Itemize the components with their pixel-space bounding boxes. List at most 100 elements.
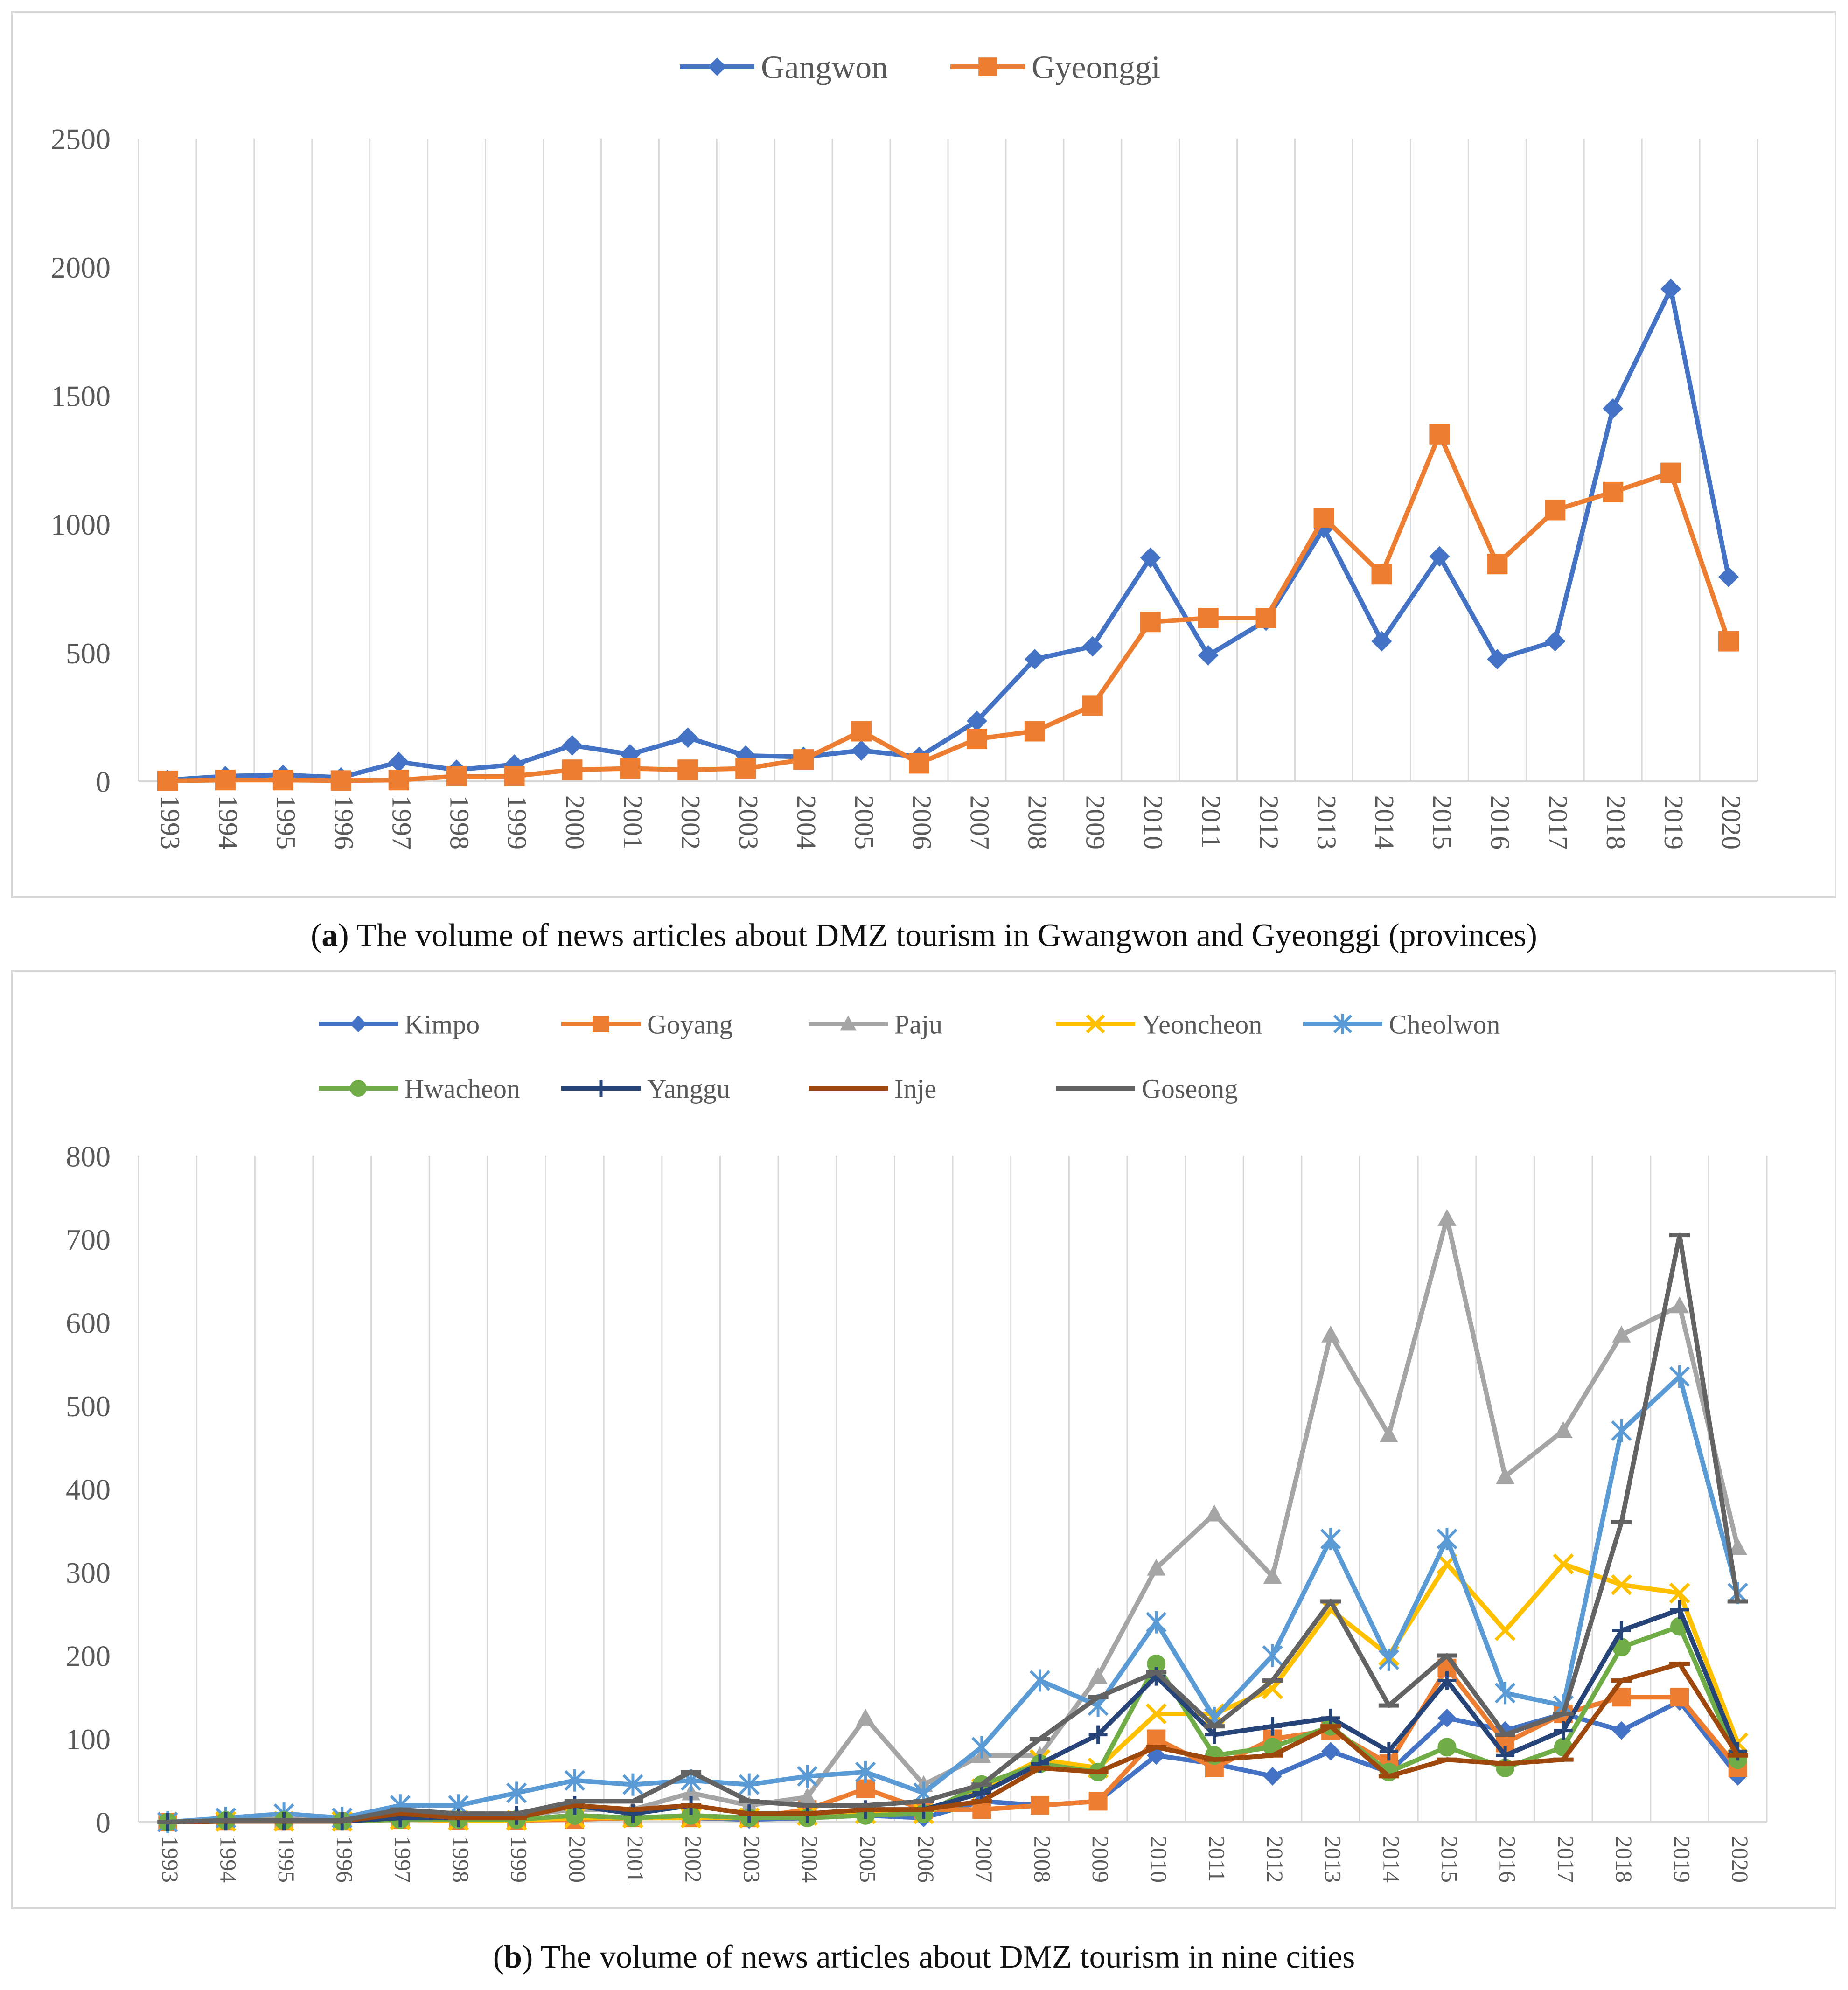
- chart-b-point-goseong: [622, 1799, 643, 1803]
- chart-a-x-tick-label: 2006: [907, 795, 937, 849]
- chart-b-line-goseong: [167, 1232, 1740, 1824]
- chart-b-legend-label: Cheolwon: [1389, 1009, 1500, 1039]
- chart-a-point-gangwon: [1660, 278, 1681, 299]
- chart-b-legend-swatch-marker: [593, 1080, 609, 1097]
- chart-b-legend-swatch-marker: [1086, 1086, 1105, 1091]
- chart-b-x-tick-label: 2013: [1320, 1836, 1346, 1883]
- chart-b-point-goseong: [681, 1770, 702, 1774]
- chart-b-y-tick-label: 100: [66, 1723, 111, 1756]
- chart-b-y-tick-label: 0: [96, 1806, 111, 1839]
- chart-a-point-gangwon: [1371, 631, 1392, 652]
- caption-b-text: The volume of news articles about DMZ to…: [540, 1939, 1355, 1975]
- chart-b-legend-swatch-marker: [1333, 1014, 1353, 1034]
- chart-b-point-yeoncheon: [1145, 1703, 1167, 1725]
- chart-b-x-tick-label: 2018: [1611, 1836, 1637, 1883]
- chart-a-point-gangwon: [1718, 566, 1739, 587]
- chart-a-x-tick-label: 2016: [1485, 795, 1515, 849]
- chart-b-legend-label: Goyang: [647, 1009, 733, 1039]
- chart-a-y-tick-label: 1000: [51, 508, 111, 541]
- chart-a-x-tick-label: 2004: [791, 795, 822, 849]
- chart-a-point-gyeonggi: [157, 770, 178, 791]
- chart-a-point-gyeonggi: [215, 770, 236, 791]
- chart-a-x-tick-label: 1999: [502, 795, 532, 849]
- chart-a-point-gangwon: [851, 740, 872, 761]
- chart-b-legend-item-kimpo: Kimpo: [319, 1009, 480, 1039]
- chart-b-point-yeoncheon: [1494, 1620, 1516, 1641]
- chart-a-x-tick-label: 1994: [213, 795, 244, 849]
- chart-b-point-goseong: [1727, 1599, 1748, 1604]
- chart-a-point-gyeonggi: [1603, 481, 1624, 502]
- chart-b-point-goseong: [1320, 1599, 1341, 1604]
- chart-a-point-gangwon: [1024, 649, 1045, 670]
- chart-b-point-inje: [1262, 1753, 1283, 1758]
- chart-b-gridlines: [138, 1156, 1768, 1822]
- chart-b-x-tick-label: 2005: [855, 1836, 881, 1883]
- chart-b-point-inje: [913, 1807, 934, 1812]
- chart-b-y-tick-label: 300: [66, 1556, 111, 1589]
- chart-b-x-tick-label: 2017: [1553, 1836, 1579, 1883]
- chart-a-point-gyeonggi: [1255, 607, 1276, 628]
- chart-a-point-gyeonggi: [446, 765, 467, 786]
- chart-b-legend-label: Kimpo: [404, 1009, 480, 1039]
- chart-b-x-tick-label: 2006: [913, 1836, 939, 1883]
- chart-b-y-tick-label: 700: [66, 1223, 111, 1256]
- chart-b-y-tick-label: 400: [66, 1473, 111, 1506]
- chart-b-x-tick-label: 1993: [157, 1836, 183, 1883]
- chart-b-legend-item-paju: Paju: [809, 1009, 942, 1039]
- chart-b-point-goseong: [1495, 1733, 1516, 1737]
- chart-b-point-paju: [1321, 1325, 1340, 1343]
- caption-b: (b) The volume of news articles about DM…: [493, 1939, 1355, 1975]
- chart-b-x-tick-label: 2001: [622, 1836, 649, 1883]
- chart-b-point-hwacheon: [1205, 1746, 1224, 1765]
- chart-b-point-hwacheon: [565, 1806, 584, 1825]
- chart-b-point-inje: [1437, 1757, 1457, 1762]
- caption-a: (a) The volume of news articles about DM…: [311, 918, 1537, 953]
- chart-b-point-inje: [1204, 1757, 1225, 1762]
- chart-a-x-tick-label: 2015: [1427, 795, 1457, 849]
- chart-b-point-goseong: [739, 1799, 760, 1803]
- chart-a-y-tick-label: 1500: [51, 380, 111, 413]
- chart-b-point-goseong: [1437, 1653, 1457, 1658]
- chart-b-point-yeoncheon: [1669, 1582, 1690, 1604]
- chart-b-point-goseong: [1553, 1712, 1574, 1716]
- chart-b: 0 100 200 300 400 500 600 700 800 1993 1994 1995 199…: [66, 1009, 1768, 1883]
- chart-a-point-gyeonggi: [909, 753, 930, 774]
- chart-b-point-hwacheon: [682, 1806, 701, 1825]
- chart-b-legend-item-hwacheon: Hwacheon: [319, 1073, 520, 1104]
- chart-a-legend-label: Gangwon: [761, 50, 888, 86]
- chart-b-point-inje: [1553, 1757, 1574, 1762]
- chart-b-point-paju: [1612, 1325, 1631, 1343]
- chart-a-x-tick-label: 2019: [1659, 795, 1689, 849]
- chart-a-y-tick-label: 2000: [51, 251, 111, 284]
- chart-b-y-tick-label: 600: [66, 1306, 111, 1339]
- chart-b-point-inje: [390, 1811, 411, 1816]
- chart-a-point-gyeonggi: [735, 758, 756, 779]
- chart-b-legend-label: Yanggu: [647, 1073, 730, 1104]
- chart-b-x-tick-label: 2011: [1204, 1836, 1230, 1882]
- chart-b-x-tick-label: 1999: [506, 1836, 532, 1883]
- chart-b-point-goseong: [1029, 1737, 1050, 1741]
- chart-b-point-paju: [1728, 1538, 1747, 1555]
- chart-b-x-tick-label: 2010: [1146, 1836, 1172, 1883]
- chart-a-point-gyeonggi: [1140, 612, 1161, 633]
- chart-a-x-tick-label: 2005: [849, 795, 879, 849]
- chart-b-legend-label: Yeoncheon: [1142, 1009, 1262, 1039]
- chart-b-point-goseong: [1262, 1678, 1283, 1683]
- chart-a-point-gyeonggi: [504, 765, 525, 786]
- chart-b-point-yanggu: [1379, 1742, 1398, 1761]
- chart-b-point-goseong: [1611, 1520, 1632, 1524]
- caption-b-label: b: [504, 1939, 522, 1975]
- chart-b-point-goseong: [855, 1803, 876, 1808]
- chart-a-x-tick-label: 1993: [155, 795, 186, 849]
- chart-a-legend-swatch-marker: [978, 57, 997, 76]
- chart-b-x-tick-label: 2020: [1727, 1836, 1753, 1883]
- chart-a-x-tick-label: 2000: [560, 795, 590, 849]
- chart-b-point-goseong: [506, 1811, 527, 1816]
- chart-b-point-cheolwon: [971, 1736, 992, 1759]
- chart-a-legend-item-gyeonggi: Gyeonggi: [950, 50, 1160, 86]
- chart-b-point-cheolwon: [1494, 1682, 1516, 1705]
- chart-a-point-gyeonggi: [1371, 564, 1392, 585]
- chart-b-point-goseong: [157, 1820, 178, 1824]
- chart-b-x-tick-label: 2014: [1378, 1836, 1404, 1883]
- chart-b-point-paju: [856, 1708, 875, 1726]
